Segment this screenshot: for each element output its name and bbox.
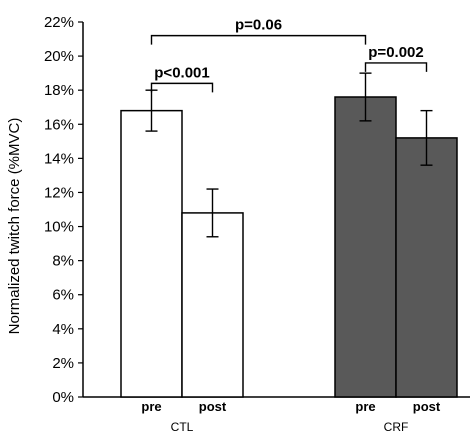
significance-bracket — [364, 62, 428, 72]
bar-label: pre — [355, 399, 375, 414]
y-axis-label: Normalized twitch force (%MVC) — [6, 118, 23, 335]
bar-label: pre — [141, 399, 161, 414]
group-label: CRF — [384, 420, 409, 434]
bar-ctl-pre — [120, 109, 183, 398]
y-axis: 0% 2% 4% 6% 8% 10% 12% 14% 16% 18% 20% 22% — [44, 14, 84, 406]
bar-ctl-post — [181, 212, 244, 398]
error-bars — [145, 72, 433, 238]
significance-label: p<0.001 — [154, 64, 209, 81]
y-tick-label: 14% — [44, 150, 74, 167]
y-tick-label: 6% — [52, 287, 74, 304]
significance-bracket — [150, 82, 214, 93]
y-tick-label: 8% — [52, 253, 74, 270]
y-tick-label: 0% — [52, 389, 74, 406]
significance-label: p=0.002 — [368, 44, 423, 61]
y-tick-label: 16% — [44, 116, 74, 133]
y-tick-label: 22% — [44, 14, 74, 31]
bar-crf-post — [395, 137, 458, 398]
significance-annotations: p<0.001 p=0.002 p=0.06 — [150, 17, 428, 93]
significance-bracket — [150, 34, 367, 45]
category-labels: pre post CTL pre post CRF — [141, 399, 441, 434]
bar-crf-pre — [334, 96, 397, 398]
y-tick-label: 4% — [52, 321, 74, 338]
y-tick-label: 20% — [44, 48, 74, 65]
significance-label: p=0.06 — [235, 17, 282, 34]
y-tick-label: 10% — [44, 219, 74, 236]
y-tick-label: 12% — [44, 184, 74, 201]
bars — [120, 96, 458, 398]
y-tick-label: 18% — [44, 82, 74, 99]
y-tick-label: 2% — [52, 355, 74, 372]
bar-label: post — [199, 399, 227, 414]
bar-label: post — [413, 399, 441, 414]
group-label: CTL — [171, 420, 194, 434]
